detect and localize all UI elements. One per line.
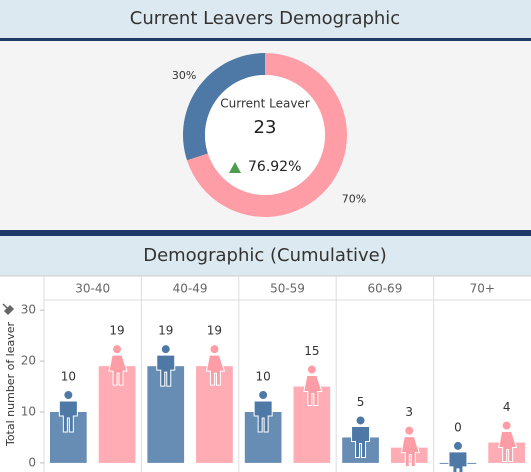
donut-slice	[182, 53, 265, 161]
icon-body	[498, 431, 518, 463]
icon-head	[209, 344, 220, 355]
value-label: 15	[304, 344, 319, 358]
y-tick-label: 30	[21, 303, 36, 317]
value-label: 10	[256, 370, 271, 384]
value-label: 19	[207, 324, 222, 338]
bar	[244, 412, 282, 463]
icon-head	[404, 425, 415, 436]
icon-head	[63, 390, 74, 400]
person-icon	[498, 420, 518, 463]
value-label: 0	[454, 420, 462, 434]
person-icon	[205, 344, 226, 386]
person-icon	[400, 425, 420, 468]
bar	[147, 366, 185, 463]
column-header: 70+	[470, 282, 495, 296]
y-tick-label: 20	[21, 354, 36, 368]
center-label: Current Leaver	[220, 97, 310, 111]
y-tick-label: 0	[28, 455, 36, 469]
person-icon	[303, 364, 323, 407]
y-tick-label: 10	[21, 405, 36, 419]
icon-body	[351, 425, 371, 458]
column-header: 40-49	[173, 282, 208, 296]
person-icon	[351, 415, 371, 458]
icon-body	[400, 436, 420, 468]
person-icon	[108, 344, 128, 386]
center-change: 76.92%	[248, 159, 301, 175]
icon-head	[501, 420, 512, 431]
person-icon	[448, 440, 468, 472]
bar	[50, 412, 87, 463]
header-bar	[0, 236, 531, 276]
icon-body	[108, 354, 128, 386]
donut-chart: 30% 70% Current Leaver 23 76.92%	[172, 53, 366, 218]
chart-title: Current Leavers Demographic	[130, 8, 400, 29]
icon-body	[205, 354, 226, 386]
column-header: 30-40	[75, 282, 110, 296]
person-icon	[58, 390, 78, 433]
column-header: 60-69	[367, 282, 402, 296]
icon-head	[306, 364, 317, 375]
icon-body	[253, 400, 273, 433]
slice-label: 30%	[172, 69, 196, 82]
icon-head	[258, 390, 269, 400]
bar-chart: Total number of leaver010203030-40101940…	[4, 276, 525, 472]
icon-head	[112, 344, 123, 355]
value-label: 19	[158, 324, 173, 338]
person-icon	[156, 344, 176, 387]
icon-head	[160, 344, 171, 355]
value-label: 3	[405, 405, 413, 419]
person-icon	[253, 390, 273, 433]
up-triangle	[229, 162, 241, 173]
icon-body	[303, 375, 323, 407]
value-label: 19	[109, 324, 124, 338]
icon-body	[156, 354, 176, 387]
y-axis-label: Total number of leaver	[4, 321, 17, 447]
icon-body	[448, 451, 468, 472]
icon-body	[58, 400, 78, 433]
header-bar	[0, 0, 531, 38]
header-rule	[0, 230, 531, 236]
column-header: 50-59	[270, 282, 305, 296]
icon-head	[452, 440, 463, 451]
icon-head	[355, 415, 366, 426]
pin-icon[interactable]	[2, 303, 15, 316]
value-label: 10	[61, 370, 76, 384]
value-label: 5	[357, 395, 365, 409]
chart-title: Demographic (Cumulative)	[143, 245, 387, 266]
slice-label: 70%	[342, 193, 366, 206]
header-rule	[0, 38, 531, 41]
value-label: 4	[503, 400, 511, 414]
center-value: 23	[254, 117, 277, 138]
